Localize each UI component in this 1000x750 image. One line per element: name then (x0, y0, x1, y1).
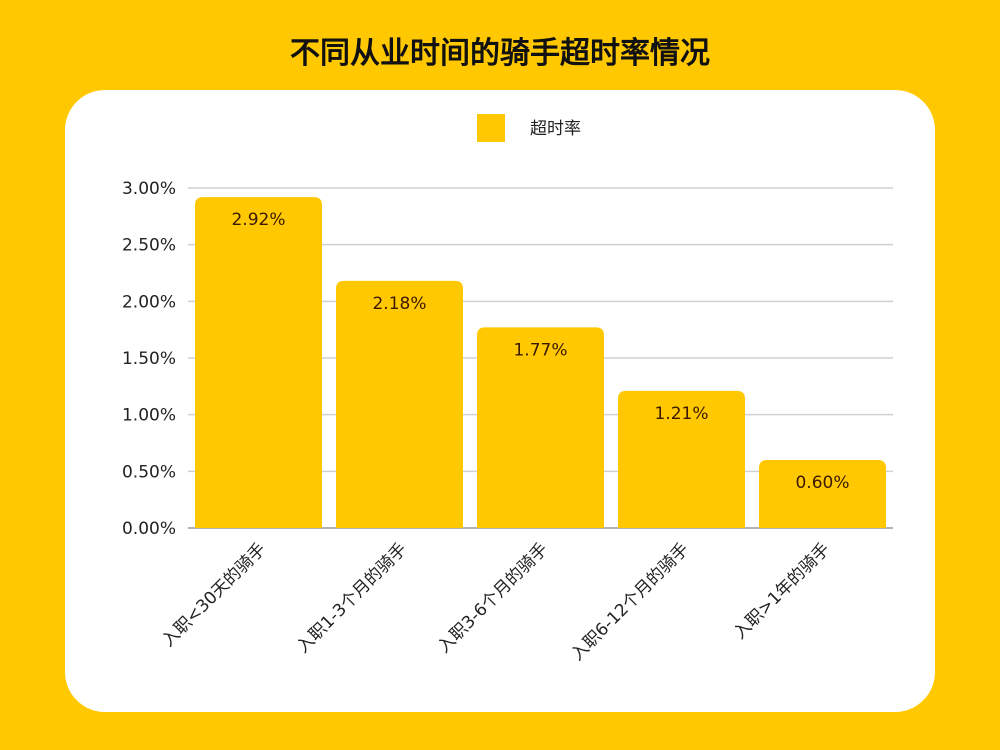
x-tick-label: 入职6-12个月的骑手 (567, 539, 693, 665)
x-tick-label: 入职>1年的骑手 (730, 539, 834, 643)
y-tick-label: 3.00% (122, 179, 176, 199)
bar (759, 460, 886, 528)
bar (477, 327, 604, 528)
bar (618, 390, 745, 528)
x-tick-label: 入职1-3个月的骑手 (293, 539, 411, 657)
data-label: 2.92% (231, 210, 285, 230)
data-label: 1.77% (513, 340, 567, 360)
data-label: 1.21% (654, 404, 708, 424)
legend-swatch (477, 114, 505, 142)
y-tick-label: 1.50% (122, 349, 176, 369)
y-tick-label: 0.50% (122, 462, 176, 482)
data-label: 0.60% (795, 473, 849, 493)
x-tick-label: 入职3-6个月的骑手 (434, 539, 552, 657)
y-tick-label: 0.00% (122, 519, 176, 539)
y-tick-label: 2.00% (122, 292, 176, 312)
y-tick-label: 1.00% (122, 406, 176, 426)
bar (195, 197, 322, 529)
chart-title: 不同从业时间的骑手超时率情况 (290, 36, 710, 71)
data-label: 2.18% (372, 294, 426, 314)
legend-label: 超时率 (530, 119, 581, 139)
bar (336, 280, 463, 528)
y-tick-label: 2.50% (122, 236, 176, 256)
x-tick-label: 入职<30天的骑手 (158, 539, 270, 651)
